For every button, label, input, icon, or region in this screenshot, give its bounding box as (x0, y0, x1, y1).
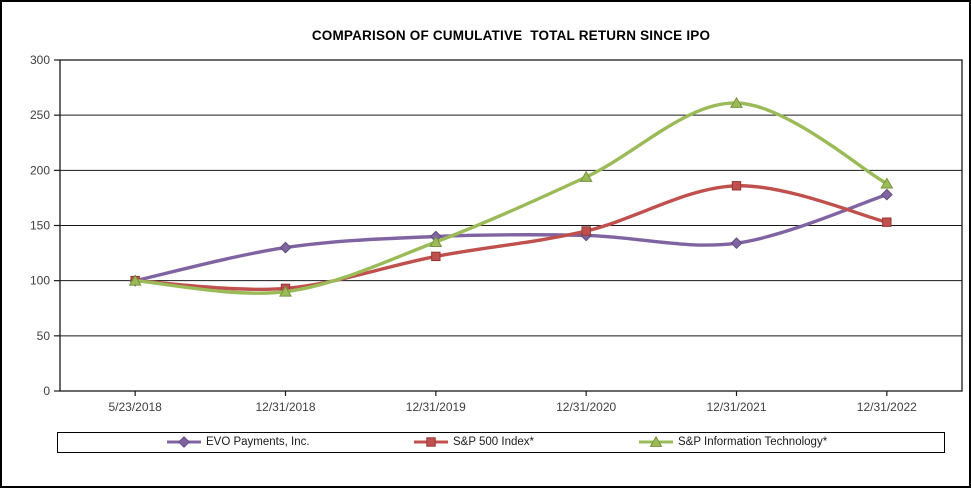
legend-label: EVO Payments, Inc. (206, 436, 310, 448)
x-tick-label-0: 5/23/2018 (108, 400, 162, 414)
series-0-marker-4 (730, 237, 743, 250)
plot-border (59, 59, 963, 392)
y-tick-label-100: 100 (30, 274, 50, 288)
y-tick-label-150: 150 (30, 219, 50, 233)
legend-glyph (178, 436, 190, 448)
legend-label: S&P Information Technology* (678, 436, 828, 448)
series-0-marker-5 (880, 188, 893, 201)
series-0-marker-1 (279, 241, 292, 254)
legend-item-sp500: S&P 500 Index* (413, 433, 534, 451)
series-1-marker-5 (882, 217, 892, 227)
legend-marker-diamond-icon (167, 436, 201, 448)
legend-marker-square-icon (414, 437, 448, 447)
series-line-0 (133, 192, 889, 283)
series-line-2 (133, 101, 889, 295)
x-tick-label-4: 12/31/2021 (706, 400, 766, 414)
series-1-marker-4 (731, 181, 742, 191)
series-line-1 (133, 184, 889, 292)
x-tick-label-3: 12/31/2020 (556, 400, 616, 414)
y-tick-label-250: 250 (30, 108, 50, 122)
series-2-marker-4 (730, 96, 743, 108)
legend-box: EVO Payments, Inc. S&P 500 Index* S&P In… (57, 432, 945, 453)
x-tick-label-5: 12/31/2022 (857, 400, 917, 414)
y-tick-label-50: 50 (37, 329, 51, 343)
y-tick-label-200: 200 (30, 163, 50, 177)
y-tick-label-300: 300 (30, 53, 50, 67)
y-tick-label-0: 0 (43, 384, 50, 398)
series-2-marker-1 (279, 285, 292, 297)
series-2-marker-0 (128, 274, 142, 286)
x-tick-label-2: 12/31/2019 (406, 400, 466, 414)
legend-glyph (426, 437, 436, 447)
series-1-marker-3 (581, 226, 591, 236)
legend-marker-triangle-icon (639, 436, 673, 447)
legend-item-sp-info-tech: S&P Information Technology* (638, 433, 827, 451)
series-2-marker-2 (429, 235, 443, 247)
chart-title: COMPARISON OF CUMULATIVE TOTAL RETURN SI… (311, 28, 711, 43)
legend-label: S&P 500 Index* (453, 436, 534, 448)
series-2-marker-3 (579, 170, 593, 182)
series-2-marker-5 (880, 177, 894, 189)
legend-glyph (649, 436, 663, 447)
legend-item-evo-payments: EVO Payments, Inc. (166, 433, 310, 451)
x-tick-label-1: 12/31/2018 (255, 400, 315, 414)
series-1-marker-2 (431, 251, 441, 262)
